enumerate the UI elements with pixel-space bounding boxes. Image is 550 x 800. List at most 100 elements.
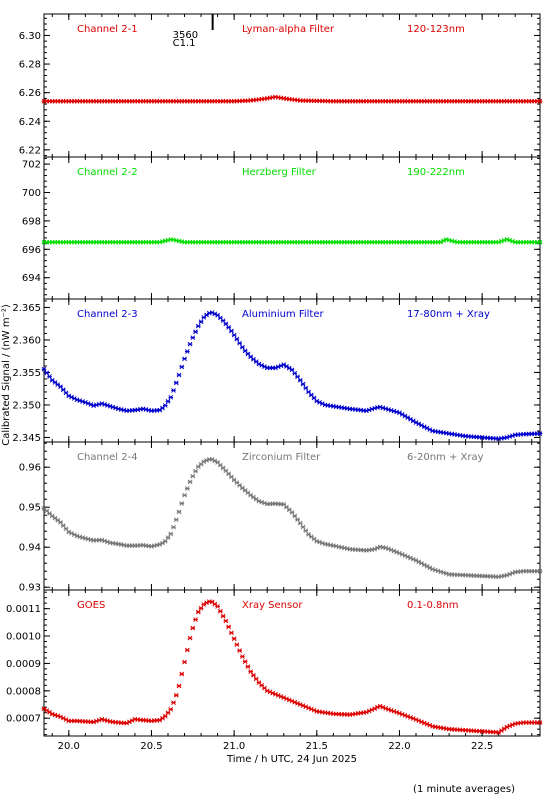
- data-point: [223, 618, 229, 624]
- data-point: [184, 647, 190, 653]
- data-point: [187, 635, 193, 641]
- data-point: [165, 399, 171, 404]
- data-point: [292, 370, 298, 376]
- panel-channel-label: Channel 2-3: [77, 309, 138, 320]
- data-point: [190, 335, 196, 341]
- data-point: [165, 535, 171, 540]
- panel-band-label: 17-80nm + Xray: [407, 309, 490, 320]
- panel-filter-label: Herzberg Filter: [242, 167, 317, 178]
- y-tick-label: 6.26: [19, 88, 41, 99]
- data-point: [537, 568, 543, 574]
- panel-band-label: 0.1-0.8nm: [407, 600, 459, 611]
- y-tick-label: 698: [22, 216, 41, 227]
- y-tick-label: 6.28: [19, 60, 41, 71]
- x-tick-label: 20.0: [58, 741, 80, 752]
- y-tick-label: 696: [22, 245, 41, 256]
- data-point: [182, 659, 187, 665]
- panel-filter-label: Zirconium Filter: [242, 452, 321, 463]
- data-point: [173, 692, 179, 698]
- data-point: [537, 239, 543, 245]
- data-point: [226, 624, 231, 630]
- data-point: [240, 344, 245, 350]
- data-point: [168, 706, 174, 712]
- y-axis-label: Calibrated Signal / (nW m⁻²): [1, 304, 12, 446]
- x-tick-label: 22.5: [471, 741, 493, 752]
- data-point: [165, 710, 171, 716]
- data-point: [187, 341, 193, 347]
- data-point: [173, 517, 179, 523]
- data-point: [218, 608, 223, 614]
- data-point: [537, 98, 543, 104]
- y-tick-label: 0.0007: [6, 714, 41, 725]
- y-tick-label: 694: [22, 273, 41, 284]
- data-point: [289, 367, 295, 373]
- panel-2: 694 696 698 700 702 Channel 2-2 Herzberg Filte…: [22, 156, 543, 300]
- data-point: [176, 372, 182, 378]
- x-tick-label: 22.0: [388, 741, 410, 752]
- data-point: [251, 494, 256, 500]
- data-point: [537, 720, 543, 725]
- data-point: [226, 325, 231, 330]
- data-point: [300, 381, 306, 387]
- data-point: [187, 479, 193, 485]
- y-tick-label: 0.0010: [6, 632, 41, 643]
- data-point: [179, 364, 185, 370]
- data-point: [240, 654, 245, 659]
- data-point: [190, 473, 196, 479]
- y-tick-label: 0.93: [19, 583, 41, 594]
- x-tick-label: 20.5: [140, 741, 162, 752]
- y-tick-label: 2.350: [12, 400, 41, 411]
- panel-frame: [43, 13, 541, 158]
- data-point: [297, 377, 303, 383]
- y-tick-label: 700: [22, 188, 41, 199]
- data-point: [176, 683, 182, 689]
- data-point: [168, 394, 174, 400]
- y-tick-label: 2.355: [12, 368, 41, 379]
- y-tick-label: 2.365: [12, 303, 41, 314]
- panel-4: 0.93 0.94 0.95 0.96 Channel 2-4 Zirconium Fil…: [19, 441, 543, 594]
- data-point: [231, 332, 237, 338]
- data-point: [162, 713, 168, 719]
- data-point: [245, 664, 251, 669]
- data-point: [220, 613, 226, 619]
- data-point: [251, 672, 256, 678]
- data-point: [179, 671, 185, 677]
- y-tick-label: 0.94: [19, 543, 41, 554]
- panel-frame: [43, 156, 541, 300]
- y-tick-label: 6.22: [19, 145, 41, 156]
- data-point: [231, 636, 237, 642]
- x-tick-label: 21.5: [306, 741, 328, 752]
- footnote: (1 minute averages): [413, 784, 515, 795]
- data-point: [190, 625, 196, 631]
- flare-number-label: 3560: [173, 30, 198, 41]
- panel-frame: [43, 441, 541, 591]
- data-point: [215, 604, 220, 609]
- data-point: [184, 349, 190, 354]
- data-point: [162, 538, 168, 544]
- y-tick-label: 2.360: [12, 335, 41, 346]
- data-point: [253, 676, 259, 682]
- y-tick-label: 0.96: [19, 463, 41, 474]
- data-point: [184, 486, 190, 491]
- data-point: [171, 700, 176, 706]
- data-point: [179, 501, 185, 506]
- x-tick-label: 21.0: [223, 741, 245, 752]
- data-point: [234, 336, 240, 342]
- data-point: [300, 524, 306, 530]
- data-point: [193, 468, 198, 474]
- y-tick-label: 0.0009: [6, 659, 41, 670]
- data-point: [198, 605, 204, 611]
- data-point: [173, 380, 179, 386]
- panel-channel-label: Channel 2-2: [77, 167, 138, 178]
- y-tick-label: 0.0008: [6, 686, 41, 697]
- panel-1: 6.22 6.24 6.26 6.28 6.30 Channel 2-1 Lyman-alp…: [19, 13, 543, 158]
- data-point: [171, 388, 176, 393]
- data-point: [229, 630, 234, 636]
- y-tick-label: 6.24: [19, 117, 41, 128]
- data-point: [295, 517, 300, 522]
- y-tick-label: 2.345: [12, 433, 41, 444]
- y-tick-label: 0.0011: [6, 604, 41, 615]
- data-point: [242, 659, 248, 664]
- panel-5: 0.0007 0.0008 0.0009 0.0010 0.0011 GOES Xray S…: [6, 589, 543, 737]
